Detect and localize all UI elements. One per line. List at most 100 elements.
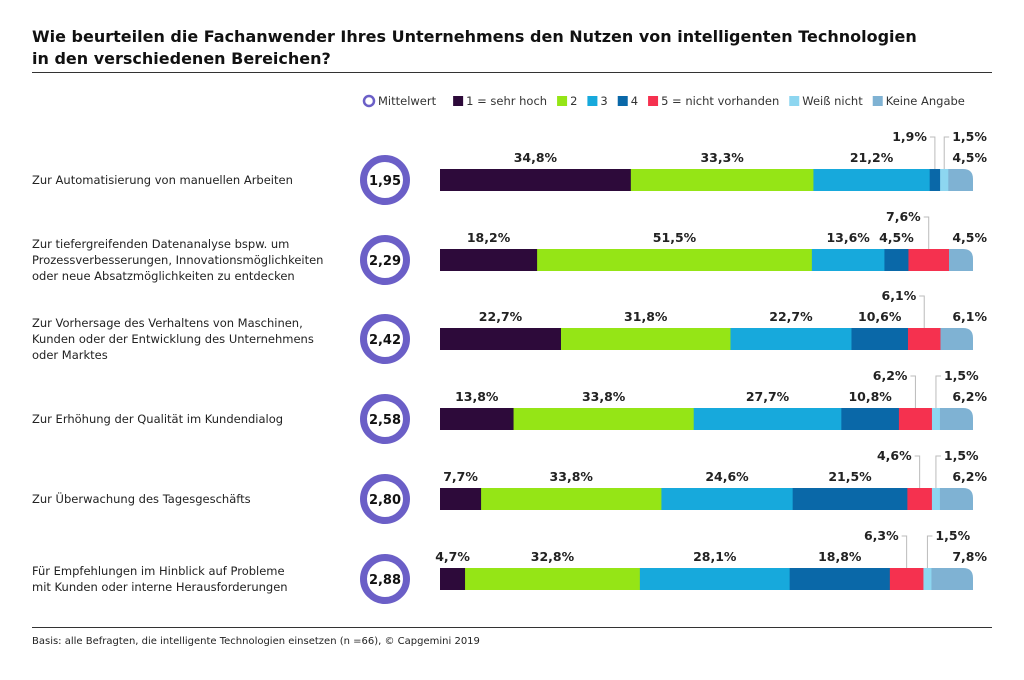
bar-segment [889, 568, 924, 590]
bar-segment [639, 568, 791, 590]
bar-segment [693, 408, 842, 430]
data-label: 4,5% [952, 150, 987, 165]
leader-line [935, 375, 941, 408]
bar-segment [440, 488, 482, 510]
bar-segment [811, 249, 885, 271]
legend-swatch [557, 96, 568, 106]
data-label: 4,6% [877, 448, 912, 463]
legend-label: 4 [631, 94, 638, 108]
bar-segment [481, 488, 662, 510]
mean-value: 2,58 [369, 413, 401, 428]
leader-line [923, 216, 930, 249]
bar-segment [940, 328, 973, 350]
mean-circle [360, 394, 410, 444]
mean-value: 2,88 [369, 573, 401, 588]
legend-swatch [789, 96, 800, 106]
category-label: Zur Erhöhung der Qualität im Kundendialo… [32, 412, 283, 426]
divider [32, 627, 992, 628]
legend-label: 1 = sehr hoch [466, 94, 547, 108]
bar-segment [537, 249, 813, 271]
data-label: 24,6% [705, 469, 749, 484]
data-label: 6,2% [952, 389, 987, 404]
data-label: 28,1% [693, 549, 737, 564]
data-label: 4,5% [879, 230, 914, 245]
bar-segment [661, 488, 794, 510]
bar-segment [898, 408, 933, 430]
legend-swatch [453, 96, 464, 106]
data-label: 18,2% [467, 230, 511, 245]
data-label: 6,1% [952, 309, 987, 324]
legend-label: Keine Angabe [886, 94, 965, 108]
mean-circle [360, 314, 410, 364]
category-label: mit Kunden oder interne Herausforderunge… [32, 580, 288, 594]
data-label: 22,7% [479, 309, 523, 324]
data-label: 7,8% [952, 549, 987, 564]
legend-swatch [872, 96, 883, 106]
bar-segment [792, 488, 908, 510]
data-label: 1,9% [892, 129, 927, 144]
data-label: 34,8% [514, 150, 558, 165]
data-label: 32,8% [531, 549, 575, 564]
category-label: Für Empfehlungen im Hinblick auf Problem… [32, 564, 285, 578]
category-label: Zur Automatisierung von manuellen Arbeit… [32, 173, 293, 187]
mean-value: 1,95 [369, 174, 401, 189]
data-label: 27,7% [746, 389, 790, 404]
bar-segment [440, 568, 466, 590]
bar-segment [851, 328, 909, 350]
bar-segment [948, 249, 973, 271]
legend-swatch [587, 96, 598, 106]
mean-circle [360, 235, 410, 285]
bar-segment [923, 568, 932, 590]
data-label: 51,5% [653, 230, 697, 245]
mean-circle [360, 554, 410, 604]
leader-line [910, 375, 916, 408]
bar-segment [440, 249, 538, 271]
leader-line [919, 295, 925, 328]
bar-segment [931, 408, 941, 430]
bar-segment [908, 249, 950, 271]
legend-label: 2 [570, 94, 577, 108]
bar-segment [630, 169, 814, 191]
data-label: 6,2% [873, 368, 908, 383]
category-label: Zur tiefergreifenden Datenanalyse bspw. … [32, 237, 289, 251]
bar-segment [465, 568, 641, 590]
data-label: 18,8% [818, 549, 862, 564]
category-label: Zur Überwachung des Tagesgeschäfts [32, 490, 251, 506]
bar-segment [907, 328, 941, 350]
data-label: 1,5% [935, 528, 970, 543]
data-label: 4,5% [952, 230, 987, 245]
category-label: Kunden oder der Entwicklung des Unterneh… [32, 332, 314, 346]
bar-segment [730, 328, 852, 350]
leader-line [926, 535, 933, 568]
mean-value: 2,42 [369, 333, 401, 348]
leader-line [943, 136, 950, 169]
data-label: 33,8% [550, 469, 594, 484]
data-label: 7,7% [443, 469, 478, 484]
data-label: 21,2% [850, 150, 894, 165]
legend-mean-marker [362, 94, 376, 108]
bar-segment [948, 169, 973, 191]
data-label: 13,6% [826, 230, 870, 245]
bar-segment [813, 169, 931, 191]
bar-segment [940, 169, 949, 191]
data-label: 7,6% [886, 209, 921, 224]
data-label: 13,8% [455, 389, 499, 404]
bar-segment [440, 328, 562, 350]
divider [32, 72, 992, 73]
data-label: 33,3% [700, 150, 744, 165]
bar-segment [884, 249, 909, 271]
data-label: 33,8% [582, 389, 626, 404]
bar-segment [789, 568, 891, 590]
category-label: Prozessverbesserungen, Innovationsmöglic… [32, 253, 323, 267]
leader-line [914, 455, 921, 488]
bar-segment [440, 169, 632, 191]
data-label: 22,7% [769, 309, 813, 324]
mean-value: 2,29 [369, 254, 401, 269]
leader-line [935, 455, 941, 488]
category-label: oder neue Absatzmöglichkeiten zu entdeck… [32, 269, 295, 283]
category-label: oder Marktes [32, 348, 108, 362]
legend-label: Mittelwert [378, 94, 437, 108]
data-label: 10,6% [858, 309, 902, 324]
data-label: 4,7% [435, 549, 470, 564]
